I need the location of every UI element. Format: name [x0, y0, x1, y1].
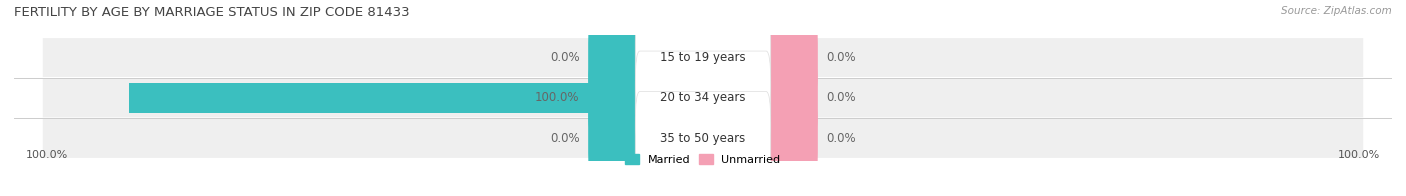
FancyBboxPatch shape — [766, 104, 818, 173]
Text: 100.0%: 100.0% — [536, 92, 579, 104]
FancyBboxPatch shape — [636, 92, 770, 185]
Text: 15 to 19 years: 15 to 19 years — [661, 51, 745, 64]
FancyBboxPatch shape — [129, 83, 703, 113]
FancyBboxPatch shape — [588, 63, 640, 133]
Text: 100.0%: 100.0% — [1339, 150, 1381, 160]
FancyBboxPatch shape — [42, 119, 1364, 158]
FancyBboxPatch shape — [766, 63, 818, 133]
Text: 0.0%: 0.0% — [827, 51, 856, 64]
FancyBboxPatch shape — [42, 38, 1364, 77]
Text: 0.0%: 0.0% — [827, 132, 856, 145]
Legend: Married, Unmarried: Married, Unmarried — [626, 154, 780, 165]
FancyBboxPatch shape — [766, 23, 818, 92]
Text: 100.0%: 100.0% — [25, 150, 67, 160]
FancyBboxPatch shape — [636, 11, 770, 104]
Text: 20 to 34 years: 20 to 34 years — [661, 92, 745, 104]
Text: 35 to 50 years: 35 to 50 years — [661, 132, 745, 145]
Text: FERTILITY BY AGE BY MARRIAGE STATUS IN ZIP CODE 81433: FERTILITY BY AGE BY MARRIAGE STATUS IN Z… — [14, 6, 409, 19]
FancyBboxPatch shape — [588, 23, 640, 92]
FancyBboxPatch shape — [588, 104, 640, 173]
Text: 0.0%: 0.0% — [827, 92, 856, 104]
Text: 0.0%: 0.0% — [550, 51, 579, 64]
FancyBboxPatch shape — [636, 51, 770, 145]
FancyBboxPatch shape — [42, 79, 1364, 117]
Text: 0.0%: 0.0% — [550, 132, 579, 145]
Text: Source: ZipAtlas.com: Source: ZipAtlas.com — [1281, 6, 1392, 16]
